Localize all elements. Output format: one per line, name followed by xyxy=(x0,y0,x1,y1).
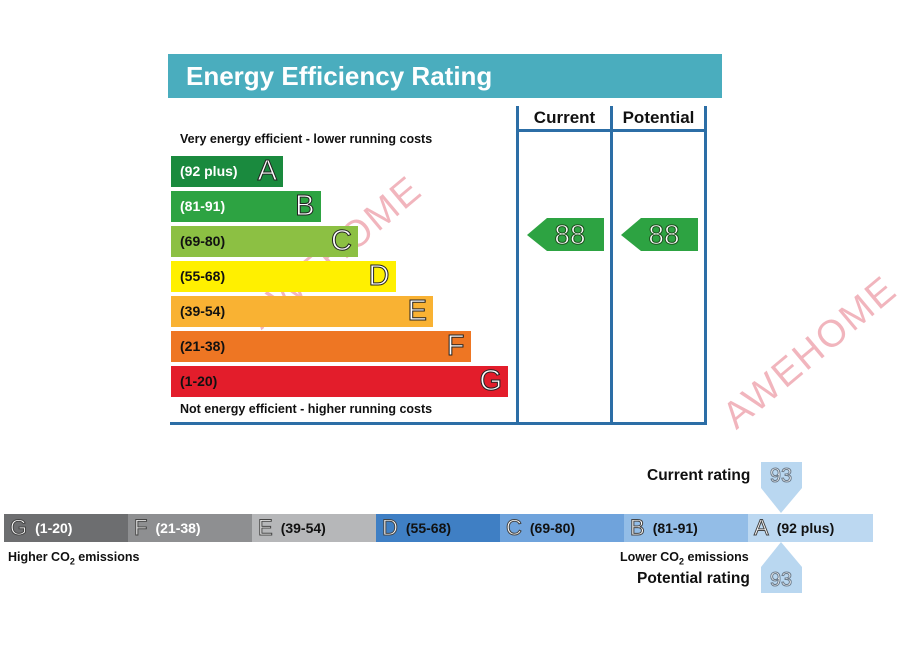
co2-band-c: C (69-80) xyxy=(500,514,624,542)
co2-band-range: (55-68) xyxy=(405,520,452,536)
co2-band-range: (1-20) xyxy=(35,520,73,536)
co2-band-f: F (21-38) xyxy=(128,514,252,542)
co2-band-range: (92 plus) xyxy=(776,520,835,536)
potential-arrow xyxy=(621,218,698,251)
rating-band-e: (39-54) E xyxy=(171,295,433,327)
co2-band-d: D (55-68) xyxy=(376,514,500,542)
potential-rating-value: 93 xyxy=(769,569,793,592)
co2-band-letter: A xyxy=(754,515,770,541)
lower-co2-prefix: Lower CO xyxy=(620,550,680,564)
band-letter: D xyxy=(368,260,390,292)
current-value: 88 xyxy=(554,219,586,251)
frame-line xyxy=(516,106,519,424)
watermark: AWEHOME xyxy=(715,267,906,438)
frame-line xyxy=(610,106,613,424)
eer-title-bar xyxy=(168,54,722,98)
higher-co2-prefix: Higher CO xyxy=(8,550,70,564)
potential-rating-label: Potential rating xyxy=(637,570,750,587)
band-range-label: (81-91) xyxy=(180,198,226,214)
band-letter: G xyxy=(479,365,503,397)
higher-co2-suffix: emissions xyxy=(74,550,140,564)
eer-title: Energy Efficiency Rating xyxy=(186,61,493,91)
current-rating-marker xyxy=(761,462,802,513)
band-range-label: (92 plus) xyxy=(180,163,238,179)
lower-co2-label: Lower CO2 emissions xyxy=(620,550,749,567)
co2-band-letter: D xyxy=(382,515,399,541)
band-range-label: (1-20) xyxy=(180,373,218,389)
co2-band-letter: C xyxy=(506,515,523,541)
co2-band-range: (39-54) xyxy=(280,520,326,536)
lower-co2-sub: 2 xyxy=(679,556,685,567)
higher-co2-sub: 2 xyxy=(69,556,75,567)
current-rating-value: 93 xyxy=(769,465,793,488)
column-header-potential: Potential xyxy=(622,108,695,127)
frame-line xyxy=(516,129,707,132)
rating-band-b: (81-91) B xyxy=(171,190,321,222)
rating-band-g: (1-20) G xyxy=(171,365,508,397)
rating-band-d: (55-68) D xyxy=(171,260,396,292)
band-range-label: (21-38) xyxy=(180,338,226,354)
rating-band-f: (21-38) F xyxy=(171,330,471,362)
bottom-note: Not energy efficient - higher running co… xyxy=(180,402,433,416)
current-arrow xyxy=(527,218,604,251)
higher-co2-label: Higher CO2 emissions xyxy=(8,550,139,567)
co2-band-letter: B xyxy=(630,515,646,541)
band-letter: B xyxy=(295,190,315,222)
co2-band-range: (21-38) xyxy=(155,520,201,536)
frame-line xyxy=(170,422,707,425)
co2-band-a: A (92 plus) xyxy=(748,514,873,542)
current-rating-label: Current rating xyxy=(647,467,751,484)
rating-band-c: (69-80) C xyxy=(171,225,358,257)
co2-band-letter: E xyxy=(258,515,274,541)
co2-band-range: (69-80) xyxy=(529,520,576,536)
potential-rating-marker xyxy=(761,542,802,593)
co2-band-range: (81-91) xyxy=(652,520,698,536)
band-range-label: (39-54) xyxy=(180,303,226,319)
band-letter: C xyxy=(331,225,353,257)
potential-value: 88 xyxy=(648,219,680,251)
co2-band-e: E (39-54) xyxy=(252,514,376,542)
co2-band-letter: F xyxy=(133,515,148,541)
band-range-label: (69-80) xyxy=(180,233,226,249)
band-range-label: (55-68) xyxy=(180,268,226,284)
co2-band-letter: G xyxy=(9,515,28,541)
co2-band-g: G (1-20) xyxy=(4,514,128,542)
top-note: Very energy efficient - lower running co… xyxy=(180,132,433,146)
co2-band-b: B (81-91) xyxy=(624,514,748,542)
band-letter: A xyxy=(257,155,277,187)
lower-co2-suffix: emissions xyxy=(684,550,749,564)
band-letter: E xyxy=(407,295,427,327)
band-letter: F xyxy=(446,330,465,362)
rating-band-a: (92 plus) A xyxy=(171,155,283,187)
frame-line xyxy=(704,106,707,424)
column-header-current: Current xyxy=(533,108,596,127)
